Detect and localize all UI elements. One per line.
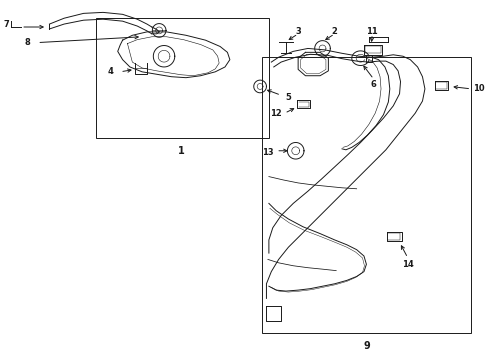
Text: 10: 10	[472, 84, 483, 93]
Text: 14: 14	[401, 260, 413, 269]
Text: 7: 7	[4, 19, 9, 28]
Text: 3: 3	[295, 27, 301, 36]
Bar	[261, 57, 470, 333]
Text: 4: 4	[107, 67, 113, 76]
Text: 12: 12	[270, 109, 282, 118]
Text: 2: 2	[331, 27, 337, 36]
Text: 9: 9	[362, 341, 369, 351]
Bar	[96, 18, 268, 138]
Text: 6: 6	[370, 80, 376, 89]
Text: 1: 1	[177, 146, 184, 156]
Text: 11: 11	[366, 27, 377, 36]
Text: 5: 5	[285, 93, 291, 102]
Text: 8: 8	[24, 38, 30, 47]
Text: 13: 13	[262, 148, 273, 157]
